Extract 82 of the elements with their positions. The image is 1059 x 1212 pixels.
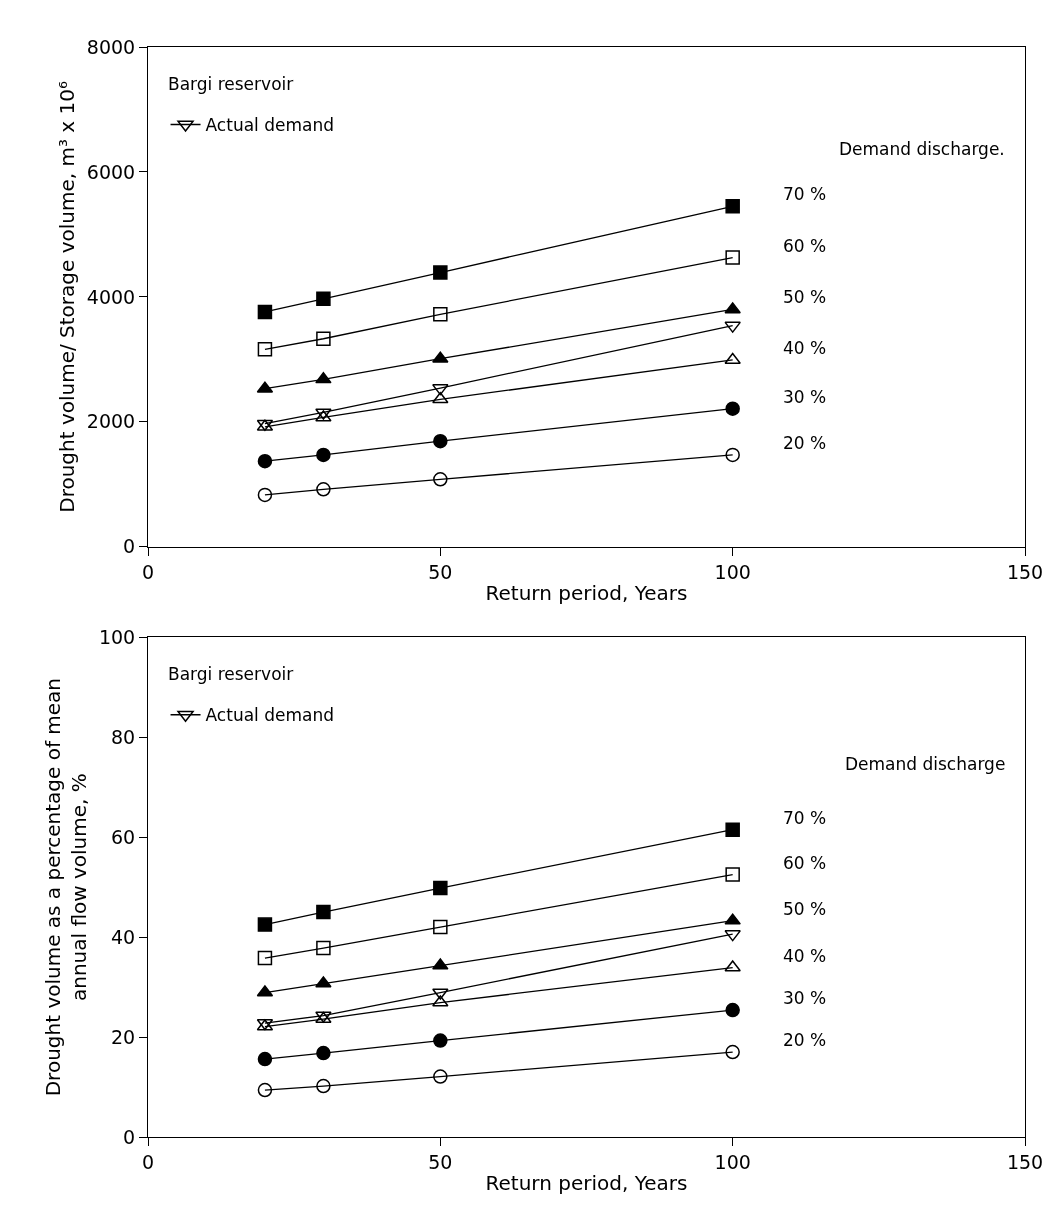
y-tick-label: 100 xyxy=(98,625,136,648)
point xyxy=(724,302,741,314)
point xyxy=(316,1078,331,1094)
y-tick-label: 0 xyxy=(123,1125,136,1148)
x-tick-label: 150 xyxy=(1006,1150,1044,1173)
point xyxy=(257,917,273,932)
point xyxy=(725,822,740,837)
point xyxy=(725,1044,740,1060)
annotation: Bargi reservoir xyxy=(168,74,294,94)
annotation: 40 % xyxy=(783,338,827,358)
point xyxy=(433,919,448,935)
y-tick-label: 8000 xyxy=(86,35,136,58)
y-axis-title: Drought volume/ Storage volume, m³ x 10⁶ xyxy=(55,80,80,513)
annotation: Demand discharge. xyxy=(839,139,1005,159)
point xyxy=(725,447,740,463)
y-tick-label: 0 xyxy=(123,535,136,558)
point xyxy=(316,447,331,463)
x-axis-title: Return period, Years xyxy=(485,581,688,606)
point xyxy=(433,880,448,896)
point xyxy=(433,265,448,280)
annotation: 50 % xyxy=(783,287,827,307)
point xyxy=(724,352,741,364)
annotation: 50 % xyxy=(783,899,827,919)
point xyxy=(316,482,331,497)
point xyxy=(433,433,448,449)
y-tick-label: 40 xyxy=(111,925,136,948)
point xyxy=(257,1082,273,1098)
annotation: 40 % xyxy=(783,946,827,966)
point xyxy=(725,1002,740,1018)
point xyxy=(724,913,741,925)
annotation: 70 % xyxy=(783,808,827,828)
point xyxy=(316,904,331,920)
y-axis-title: Drought volume as a percentage of mean annual flow volume, % xyxy=(41,677,92,1097)
point xyxy=(432,392,449,404)
point xyxy=(257,453,273,469)
point xyxy=(725,401,740,416)
y-tick-label: 6000 xyxy=(86,160,136,183)
annotation: 60 % xyxy=(783,236,827,256)
point xyxy=(315,372,332,384)
point xyxy=(257,487,273,503)
point xyxy=(433,472,448,487)
point xyxy=(316,1045,331,1061)
x-tick-label: 150 xyxy=(1006,560,1044,583)
annotation: 20 % xyxy=(783,433,827,453)
y-tick-label: 2000 xyxy=(86,410,136,433)
point xyxy=(315,976,332,988)
point xyxy=(432,351,449,363)
annotation: 20 % xyxy=(783,1030,827,1050)
y-tick-label: 4000 xyxy=(86,285,136,308)
y-tick-label: 60 xyxy=(111,825,136,848)
x-tick-label: 50 xyxy=(428,1150,453,1173)
x-tick-label: 50 xyxy=(428,560,453,583)
legend-label: Actual demand xyxy=(205,705,335,726)
annotation: Bargi reservoir xyxy=(168,664,294,684)
point xyxy=(316,291,331,307)
y-tick-label: 20 xyxy=(111,1025,136,1048)
point xyxy=(725,867,740,882)
point xyxy=(257,304,273,320)
x-axis-title: Return period, Years xyxy=(485,1171,688,1196)
x-tick-label: 100 xyxy=(714,560,751,583)
point xyxy=(257,950,273,966)
point xyxy=(725,199,740,214)
annotation: 30 % xyxy=(783,988,827,1008)
point xyxy=(433,1033,448,1048)
point xyxy=(257,342,273,357)
x-tick-label: 0 xyxy=(141,560,155,583)
legend-label: Actual demand xyxy=(205,115,335,136)
annotation: 30 % xyxy=(783,387,827,407)
point xyxy=(316,331,331,346)
x-tick-label: 100 xyxy=(714,1150,751,1173)
point xyxy=(724,321,741,333)
point xyxy=(433,1069,448,1084)
point xyxy=(257,1051,273,1067)
y-tick-label: 80 xyxy=(111,725,136,748)
annotation: 70 % xyxy=(783,184,827,204)
annotation: 60 % xyxy=(783,853,827,873)
point xyxy=(316,940,331,956)
point xyxy=(725,250,740,265)
point xyxy=(432,958,449,970)
point xyxy=(433,307,448,322)
annotation: Demand discharge xyxy=(845,754,1006,774)
x-tick-label: 0 xyxy=(141,1150,155,1173)
